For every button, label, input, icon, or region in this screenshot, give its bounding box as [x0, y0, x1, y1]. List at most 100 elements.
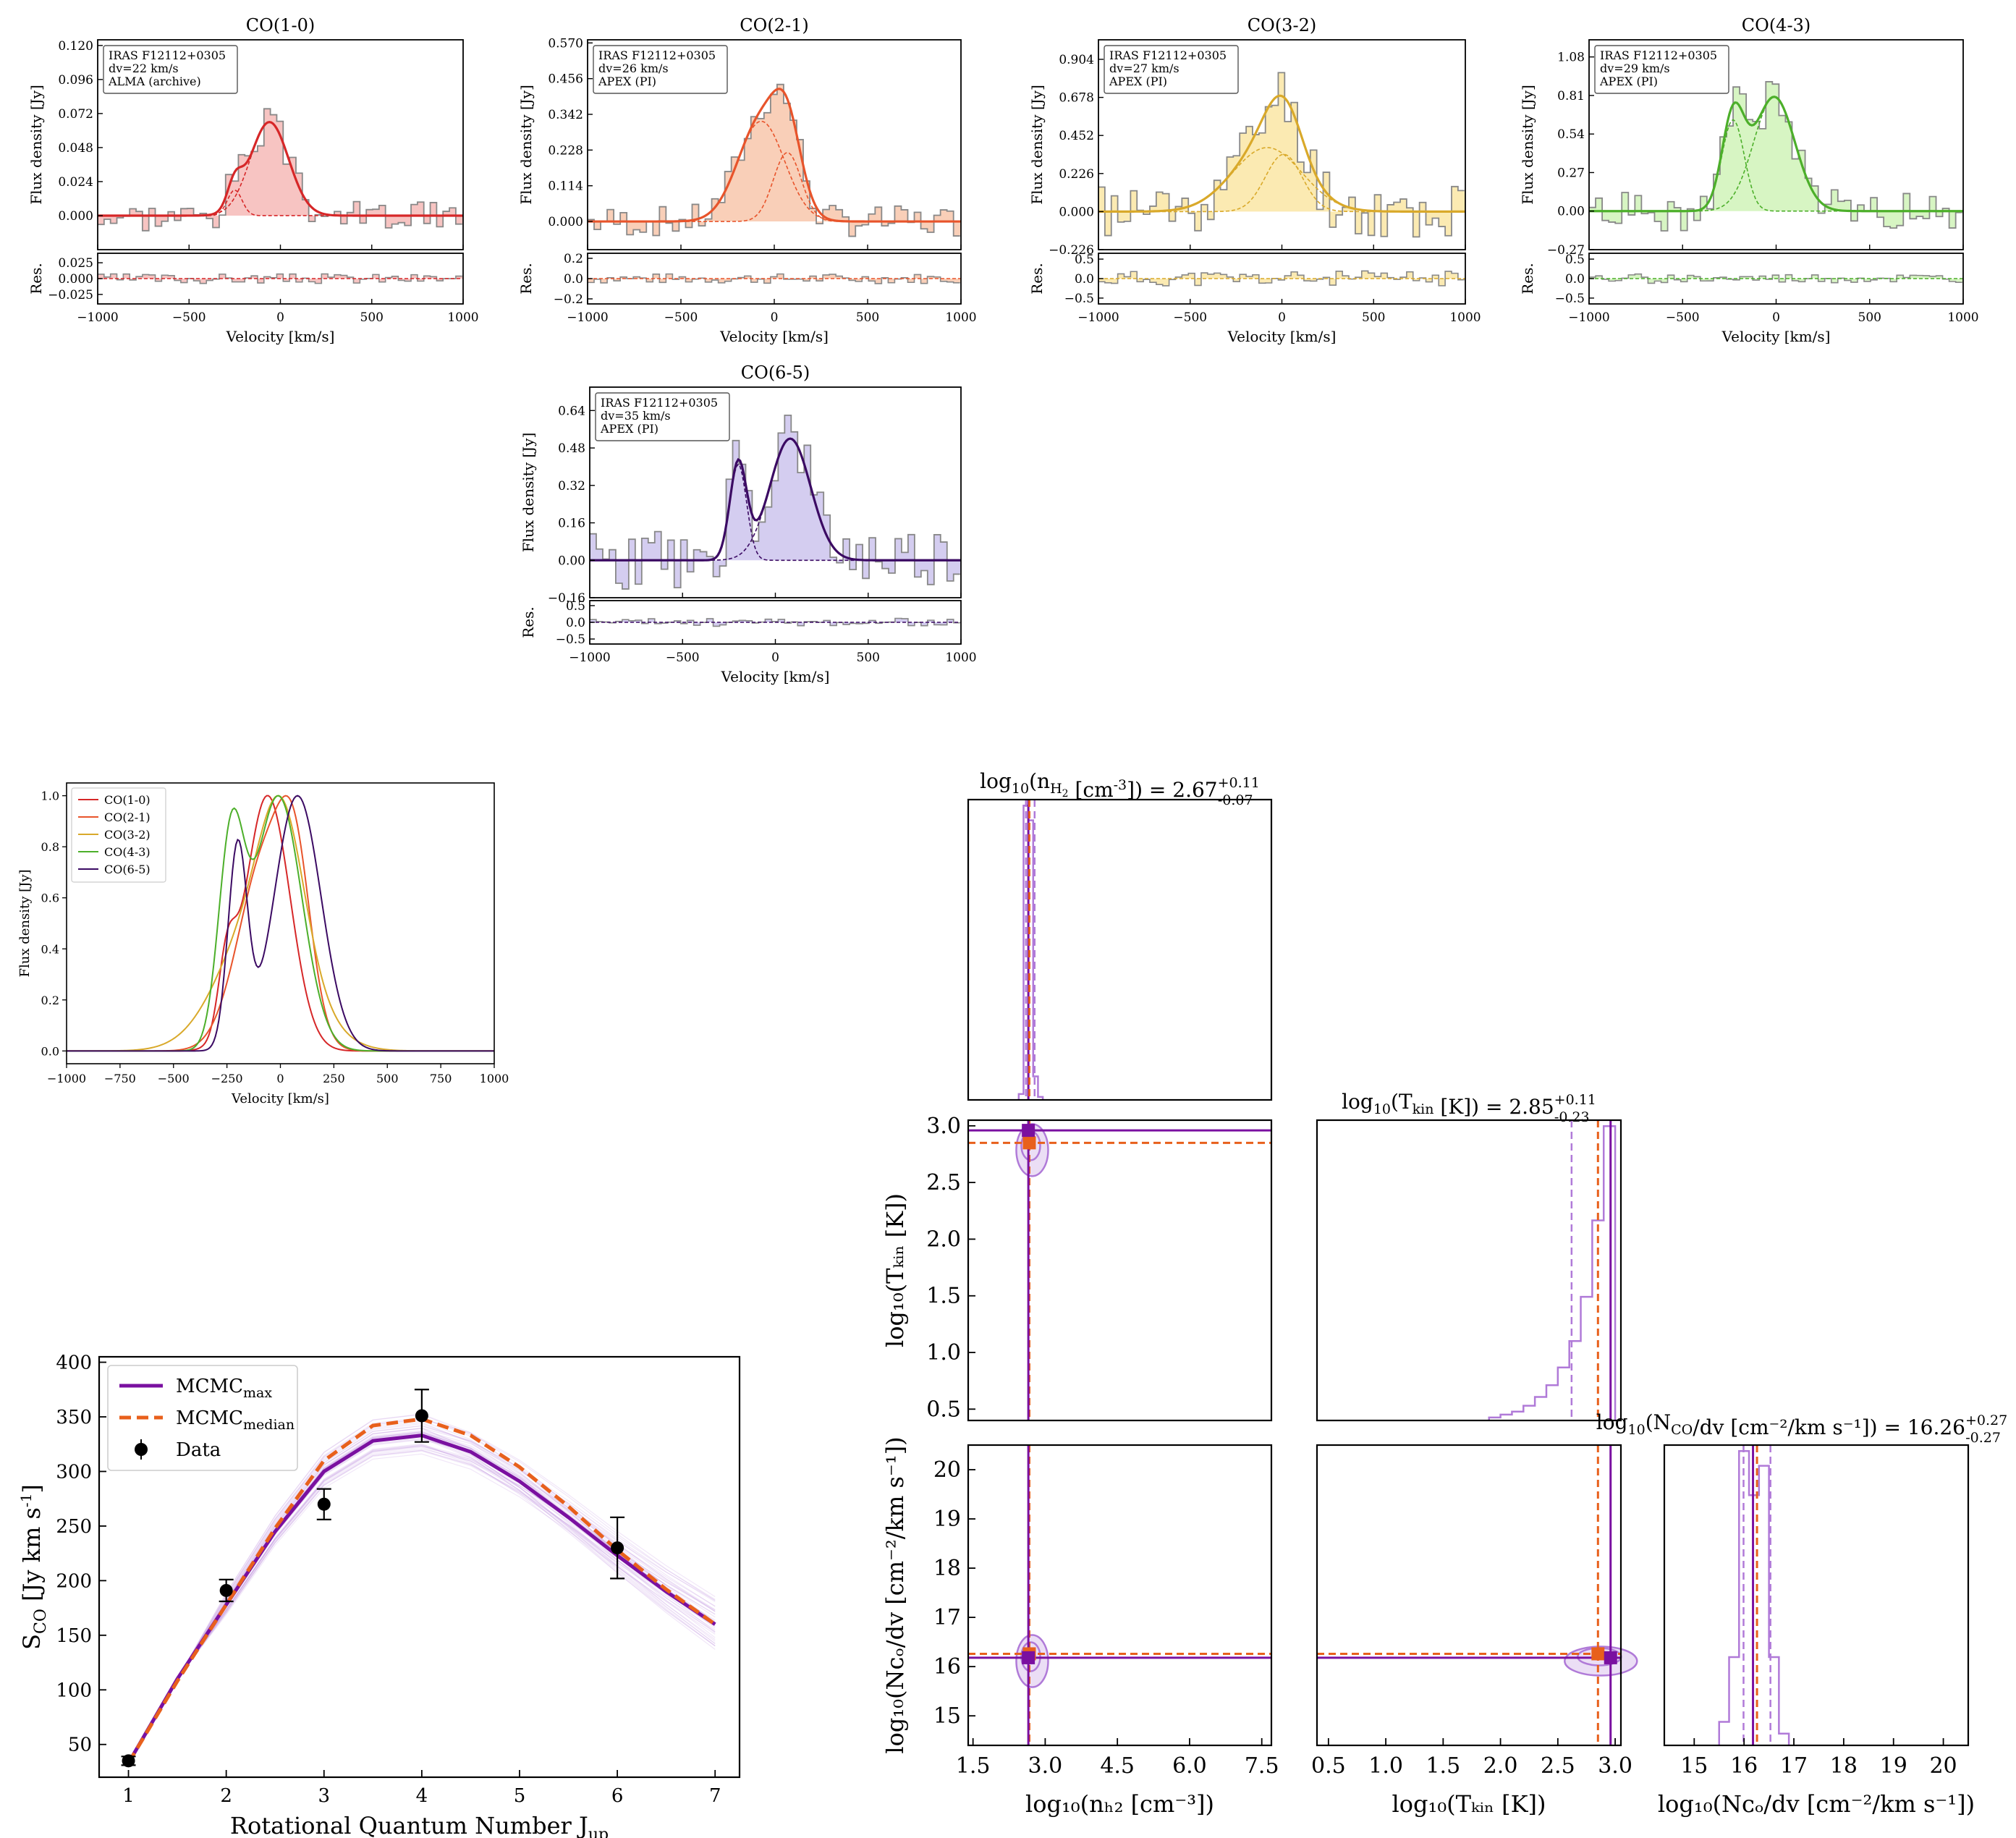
- ytick-label: 0.114: [548, 179, 583, 194]
- xtick-label: −1000: [567, 310, 609, 325]
- xtick-label: 1000: [447, 310, 478, 325]
- info-line: IRAS F12112+0305: [109, 48, 226, 62]
- res-tick-label: −0.5: [1064, 292, 1094, 306]
- posterior-sample: [128, 1449, 716, 1763]
- info-line: IRAS F12112+0305: [601, 396, 718, 410]
- model-fit: [98, 121, 463, 217]
- xlabel: Velocity [km/s]: [1721, 328, 1831, 345]
- mcmc-max-line: [127, 1433, 716, 1764]
- posterior-sample: [128, 1444, 716, 1763]
- corner-title: log10(Tkin [K]) = 2.85+0.11 -0.23: [1342, 1090, 1596, 1125]
- xlabel: Velocity [km/s]: [719, 328, 829, 345]
- xtick-label: −500: [158, 1072, 190, 1085]
- info-line: dv=22 km/s: [109, 62, 179, 75]
- xtick-label: 19: [1880, 1753, 1907, 1779]
- xtick-label: 500: [1362, 310, 1385, 325]
- ylabel: Flux density [Jy]: [1519, 85, 1536, 205]
- res-tick-label: 0.5: [1565, 253, 1585, 267]
- posterior-sample: [128, 1444, 716, 1763]
- xtick-label: 0: [1278, 310, 1286, 325]
- ytick-label: 0.678: [1059, 91, 1094, 106]
- xtick-label: 7: [709, 1785, 721, 1807]
- max-marker: [1022, 1651, 1035, 1664]
- res-label: Res.: [517, 263, 535, 295]
- ytick-label: 0.81: [1557, 89, 1585, 103]
- info-line: IRAS F12112+0305: [1109, 48, 1227, 62]
- res-tick-label: 0.5: [1075, 253, 1094, 267]
- xtick-label: 17: [1780, 1753, 1808, 1779]
- ytick-label: 0.342: [548, 108, 583, 122]
- ytick-label: 0.000: [58, 209, 93, 224]
- xtick-label: 0: [276, 310, 284, 325]
- posterior-sample: [128, 1450, 716, 1763]
- ytick-label: 0.456: [548, 72, 583, 87]
- xtick-label: 3.0: [1028, 1753, 1063, 1779]
- max-marker: [1022, 1124, 1035, 1138]
- ytick-label: 19: [933, 1507, 961, 1532]
- legend-label: Data: [176, 1439, 221, 1461]
- info-box: [1594, 45, 1729, 94]
- spectrum-histogram: [590, 414, 960, 590]
- pair-panel: [1316, 1444, 1622, 1747]
- info-line: APEX (PI): [1109, 75, 1167, 88]
- info-line: IRAS F12112+0305: [1600, 48, 1717, 62]
- ytick-label: 0.00: [558, 554, 585, 568]
- info-box: [595, 392, 730, 441]
- info-line: APEX (PI): [598, 75, 656, 88]
- res-tick-label: 0.0: [566, 616, 585, 630]
- model-fit: [1589, 96, 1963, 213]
- ytick-label: 0.096: [58, 73, 93, 88]
- posterior-sample: [128, 1431, 716, 1763]
- ytick-label: −0.226: [1049, 243, 1094, 258]
- spectrum-histogram: [1589, 81, 1962, 232]
- median-marker: [1591, 1647, 1605, 1661]
- ytick-label: 0.54: [1557, 127, 1585, 142]
- xtick-label: 2.0: [1483, 1753, 1518, 1779]
- posterior-sample: [128, 1443, 716, 1763]
- xtick-label: −500: [1173, 310, 1207, 325]
- posterior-sample: [128, 1428, 716, 1763]
- xtick-label: 500: [360, 310, 384, 325]
- legend-label: CO(6-5): [104, 863, 151, 876]
- spectrum-histogram: [1098, 72, 1465, 238]
- residual-histogram: [1098, 270, 1465, 287]
- ytick-label: 0.2: [41, 994, 59, 1007]
- xtick-label: 750: [430, 1072, 452, 1085]
- ytick-label: −0.16: [548, 591, 585, 606]
- xtick-label: 3: [318, 1785, 330, 1807]
- posterior-sample: [128, 1428, 716, 1763]
- xtick-label: 1: [122, 1785, 135, 1807]
- posterior-sample: [128, 1425, 716, 1763]
- ytick-label: 0.226: [1059, 167, 1094, 182]
- ylabel: Flux density [Jy]: [520, 433, 537, 553]
- diag-panel-nco: [1663, 1444, 1970, 1747]
- corner-ylabel: log₁₀(Tₖᵢₙ [K]): [881, 1193, 909, 1347]
- median-marker: [1022, 1136, 1036, 1150]
- ytick-label: 0.048: [58, 141, 93, 156]
- ytick-label: 3.0: [926, 1114, 961, 1139]
- ytick-label: 0.8: [41, 840, 59, 854]
- info-box: [593, 45, 728, 94]
- res-tick-label: −0.025: [48, 288, 93, 302]
- xtick-label: 0: [771, 310, 779, 325]
- ytick-label: 1.0: [926, 1340, 961, 1365]
- xtick-label: 250: [323, 1072, 345, 1085]
- corner-xlabel: log₁₀(Tₖᵢₙ [K]): [1392, 1790, 1546, 1818]
- posterior-sample: [128, 1433, 716, 1763]
- ytick-label: 300: [56, 1461, 92, 1483]
- ytick-label: 0.6: [41, 892, 59, 905]
- ytick-label: 0.64: [558, 404, 585, 418]
- xtick-label: −1000: [47, 1072, 86, 1085]
- spectrum-fill: [1589, 81, 1963, 231]
- xtick-label: 1000: [1449, 310, 1481, 325]
- ytick-label: 0.32: [558, 479, 585, 494]
- xtick-label: −250: [211, 1072, 243, 1085]
- spectrum-title: CO(2-1): [740, 15, 808, 35]
- ytick-label: 0.16: [558, 517, 585, 531]
- xtick-label: 2.5: [1541, 1753, 1575, 1779]
- info-line: dv=29 km/s: [1600, 62, 1670, 75]
- ylabel: SCO [Jy km s-1]: [17, 1484, 50, 1650]
- xtick-label: 7.5: [1245, 1753, 1279, 1779]
- res-label: Res.: [1028, 263, 1046, 295]
